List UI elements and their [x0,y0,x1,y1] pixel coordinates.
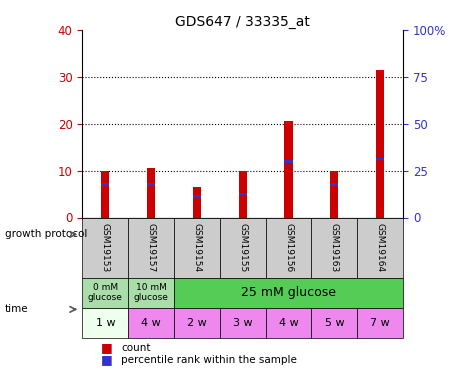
Text: ■: ■ [101,342,113,354]
Text: GSM19154: GSM19154 [192,223,202,272]
Bar [82,308,128,338]
Bar [193,187,201,218]
Bar [174,308,220,338]
Bar [311,308,357,338]
Bar [330,171,338,217]
Bar [220,308,266,338]
Text: GSM19153: GSM19153 [101,223,110,272]
Text: 4 w: 4 w [141,318,161,327]
Bar [266,217,311,278]
Text: 10 mM
glucose: 10 mM glucose [134,283,169,302]
Bar [147,168,155,217]
Text: GSM19164: GSM19164 [376,223,385,272]
Text: 25 mM glucose: 25 mM glucose [241,286,336,299]
Text: percentile rank within the sample: percentile rank within the sample [121,355,297,365]
Bar [220,217,266,278]
Text: GSM19163: GSM19163 [330,223,339,272]
Bar [128,308,174,338]
Text: 4 w: 4 w [278,318,299,327]
Title: GDS647 / 33335_at: GDS647 / 33335_at [175,15,310,29]
Text: GSM19157: GSM19157 [147,223,156,272]
Text: GSM19156: GSM19156 [284,223,293,272]
Bar [174,278,403,308]
Bar [239,193,247,195]
Bar [82,278,128,308]
Bar [101,171,109,217]
Text: 7 w: 7 w [370,318,390,327]
Text: 1 w: 1 w [96,318,115,327]
Bar [193,195,201,198]
Bar [128,278,174,308]
Text: GSM19155: GSM19155 [238,223,247,272]
Text: ■: ■ [101,354,113,366]
Text: growth protocol: growth protocol [5,230,87,239]
Bar [357,308,403,338]
Bar [147,183,155,186]
Bar [330,183,338,186]
Text: 5 w: 5 w [325,318,344,327]
Bar [284,160,293,163]
Text: time: time [5,304,28,314]
Bar [174,217,220,278]
Bar [376,158,384,160]
Bar [376,70,384,217]
Bar [357,217,403,278]
Bar [101,183,109,186]
Text: 2 w: 2 w [187,318,207,327]
Bar [128,217,174,278]
Text: 0 mM
glucose: 0 mM glucose [88,283,123,302]
Bar [266,308,311,338]
Text: 3 w: 3 w [233,318,252,327]
Text: count: count [121,343,151,353]
Bar [311,217,357,278]
Bar [82,217,128,278]
Bar [239,171,247,217]
Bar [284,122,293,218]
